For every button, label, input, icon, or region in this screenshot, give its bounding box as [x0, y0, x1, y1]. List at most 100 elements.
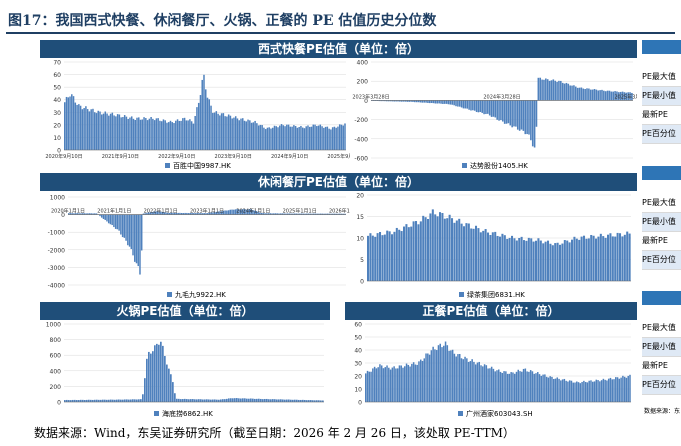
bar [321, 126, 323, 150]
bar [318, 213, 320, 215]
bar [379, 231, 382, 281]
side-panel-header [642, 291, 681, 305]
bar [138, 399, 140, 402]
bar [74, 213, 77, 215]
bar [257, 125, 260, 150]
bar [248, 209, 251, 215]
bar [193, 213, 195, 215]
bar [66, 399, 68, 402]
bar [335, 213, 338, 215]
bar [626, 231, 629, 281]
bar [134, 399, 136, 402]
y-tick-label: -2000 [48, 247, 66, 254]
bar [295, 213, 298, 215]
bar [503, 100, 506, 124]
bar [583, 380, 585, 402]
bar [483, 364, 486, 402]
bar [226, 210, 228, 215]
bar [481, 100, 484, 113]
bar [203, 74, 205, 150]
bar [238, 209, 240, 215]
bar [220, 399, 222, 402]
bar [130, 116, 133, 150]
bar [148, 118, 151, 150]
bar [238, 120, 240, 150]
bar [511, 235, 514, 281]
bar [588, 88, 590, 101]
side-source-note: 数据来源：东 [644, 408, 681, 415]
bar [322, 400, 324, 402]
bar [622, 375, 624, 402]
bar [443, 218, 446, 281]
bar [450, 350, 452, 402]
bar [264, 129, 267, 150]
bar [556, 377, 559, 402]
bar [273, 125, 276, 150]
bar [449, 100, 452, 105]
bar [561, 82, 564, 101]
bar [200, 399, 202, 402]
y-tick-label: 50 [53, 85, 61, 92]
bar [226, 116, 228, 150]
bar [132, 399, 134, 402]
bar [337, 126, 339, 150]
bar [445, 100, 448, 104]
bar [412, 362, 415, 402]
y-tick-label: 40 [53, 97, 61, 104]
bar [205, 89, 207, 150]
bar [206, 97, 209, 150]
bar [215, 111, 218, 150]
bar [171, 122, 174, 150]
bar [551, 245, 554, 281]
bar [479, 100, 482, 112]
banner-western: 西式快餐PE估值（单位：倍） [40, 40, 637, 58]
y-tick-label: 10 [53, 135, 61, 142]
bar [571, 85, 573, 101]
bar [93, 112, 96, 150]
bar [300, 213, 303, 215]
bar [619, 233, 622, 281]
bar [180, 399, 182, 402]
bar [92, 213, 94, 215]
bar [423, 100, 425, 103]
bar [297, 213, 299, 215]
y-tick-label: 400 [357, 60, 369, 67]
bar [252, 398, 254, 402]
bar [207, 213, 209, 215]
bar [282, 399, 284, 402]
side-row: PE百分位 [642, 376, 681, 395]
bar [518, 238, 521, 281]
bar [429, 100, 431, 104]
bar [186, 212, 188, 215]
bar [429, 213, 432, 281]
bar [427, 219, 430, 281]
bar [576, 87, 579, 101]
bar [550, 80, 553, 101]
bar [309, 213, 311, 215]
bar [134, 214, 136, 262]
bar [123, 214, 126, 238]
bar [304, 399, 306, 402]
bar [120, 399, 122, 402]
bar [522, 368, 525, 402]
bar [439, 343, 441, 402]
bar [460, 223, 463, 281]
bar [231, 118, 233, 150]
bar [412, 100, 414, 102]
bar [556, 81, 558, 101]
bar [551, 376, 553, 402]
bar [567, 381, 569, 402]
bar [580, 236, 583, 281]
y-tick-label: 5 [360, 257, 364, 264]
bar [546, 79, 549, 101]
bar [312, 400, 314, 402]
bar [70, 400, 72, 402]
bar [591, 89, 594, 101]
bar [410, 226, 413, 281]
bar [499, 236, 502, 281]
bar [152, 351, 154, 402]
bar [268, 399, 270, 402]
bar [86, 109, 89, 150]
bar [166, 364, 168, 402]
bar [393, 100, 396, 102]
